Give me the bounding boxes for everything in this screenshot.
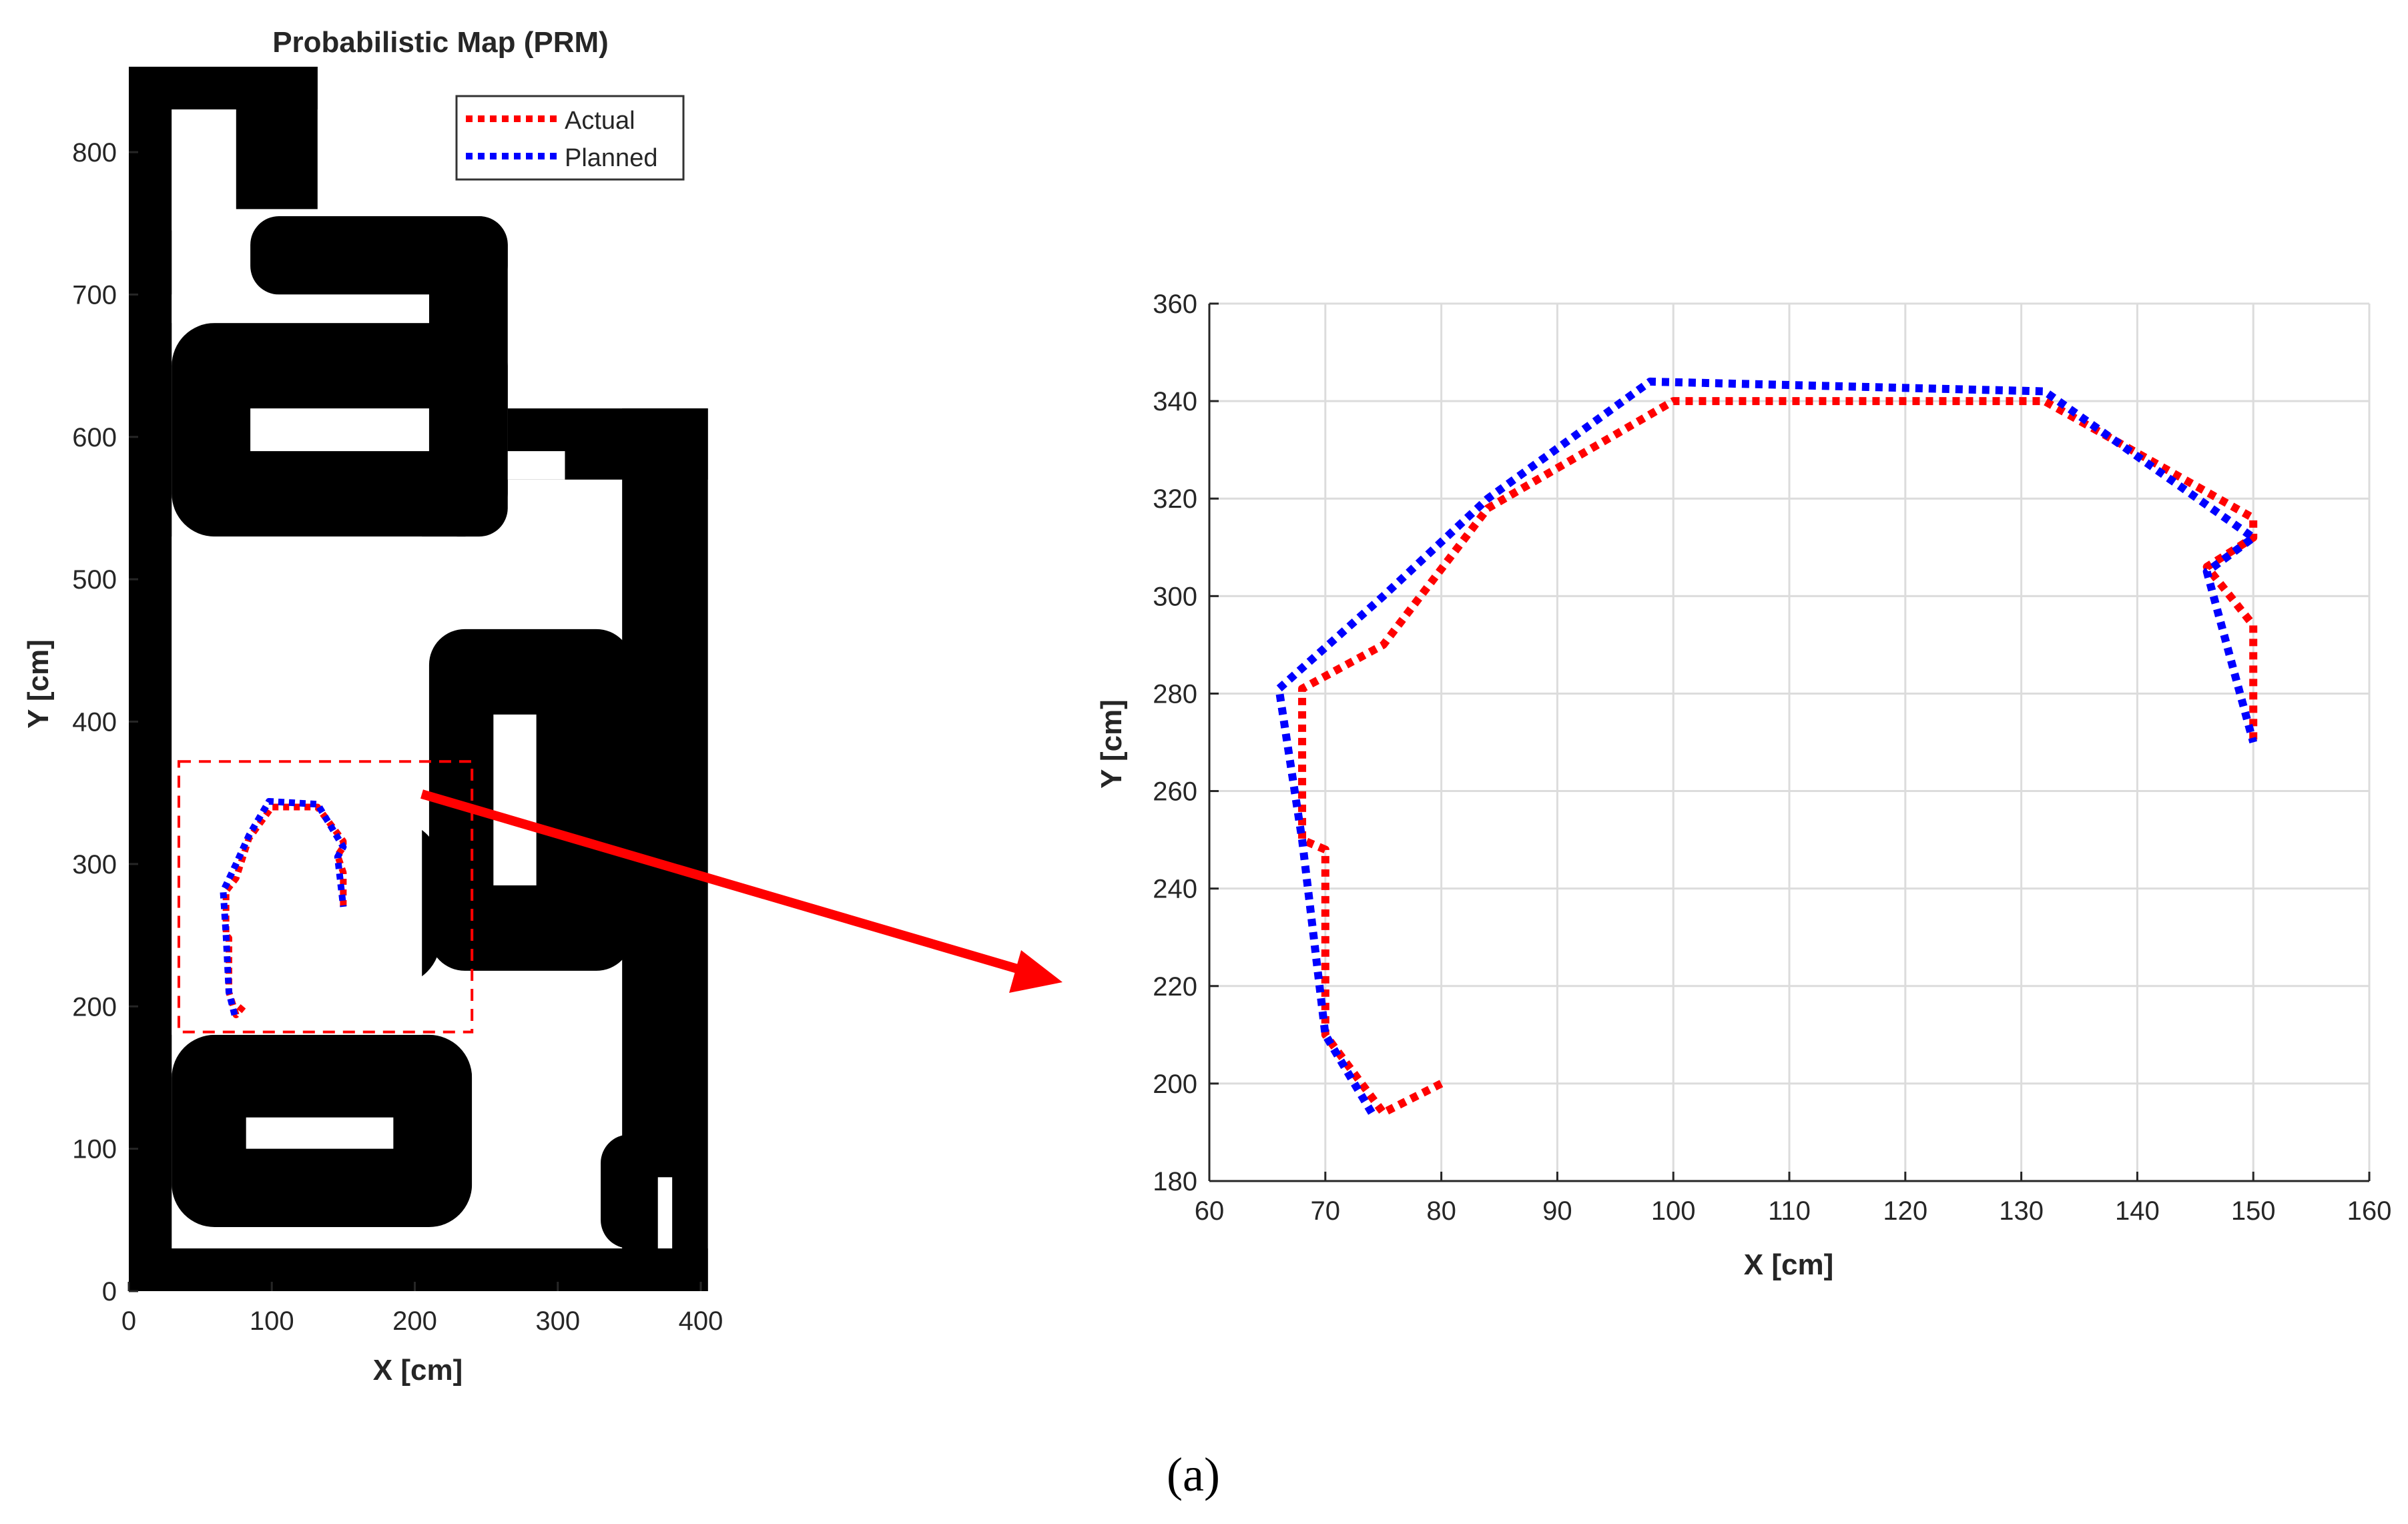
x-tick-label: 70 bbox=[1311, 1196, 1341, 1226]
obstacle-3 bbox=[236, 67, 318, 210]
x-tick-label: 140 bbox=[2115, 1196, 2160, 1226]
y-tick-label: 240 bbox=[1153, 875, 1197, 904]
x-tick-label: 200 bbox=[392, 1306, 437, 1336]
y-tick-label: 500 bbox=[72, 565, 117, 595]
y-tick-label: 800 bbox=[72, 138, 117, 167]
y-tick-label: 220 bbox=[1153, 972, 1197, 1002]
free-space-3 bbox=[507, 451, 565, 480]
x-tick-labels: 60 70 80 90 100 110 120 130 140 150 160 bbox=[1195, 1196, 2392, 1226]
legend-label-planned: Planned bbox=[565, 144, 657, 172]
y-tick-label: 100 bbox=[72, 1135, 117, 1164]
path-series bbox=[220, 798, 347, 1019]
y-tick-labels: 0 100 200 300 400 500 600 700 800 bbox=[72, 138, 117, 1306]
free-space-2 bbox=[250, 408, 429, 452]
y-tick-label: 280 bbox=[1153, 679, 1197, 709]
x-tick-label: 150 bbox=[2231, 1196, 2276, 1226]
y-axis-label: Y [cm] bbox=[1095, 699, 1128, 789]
x-axis-label: X [cm] bbox=[373, 1354, 463, 1387]
x-tick-label: 400 bbox=[679, 1306, 723, 1336]
zoom-region-box bbox=[177, 760, 474, 1034]
free-space-1 bbox=[172, 294, 429, 324]
y-tick-label: 400 bbox=[72, 708, 117, 737]
path-series bbox=[1275, 377, 2258, 1117]
y-tick-label: 260 bbox=[1153, 777, 1197, 807]
x-tick-labels: 0 100 200 300 400 bbox=[121, 1306, 723, 1336]
figure-caption: (a) bbox=[1167, 1448, 1220, 1501]
zoom-arrow bbox=[420, 789, 1063, 993]
y-tick-label: 360 bbox=[1153, 290, 1197, 319]
y-tick-label: 320 bbox=[1153, 484, 1197, 514]
legend: Actual Planned bbox=[455, 95, 685, 181]
y-tick-label: 200 bbox=[1153, 1070, 1197, 1099]
series-planned-line bbox=[1275, 377, 2258, 1115]
y-axis-label: Y [cm] bbox=[22, 639, 55, 729]
legend-box bbox=[455, 95, 685, 181]
y-tick-label: 0 bbox=[102, 1277, 117, 1306]
y-tick-label: 600 bbox=[72, 423, 117, 452]
obstacle-13 bbox=[601, 1134, 658, 1248]
x-tick-label: 110 bbox=[1768, 1196, 1811, 1226]
free-space-7 bbox=[472, 1034, 601, 1248]
obstacle-1 bbox=[129, 67, 172, 1291]
y-tick-labels: 180 200 220 240 260 280 300 320 340 360 bbox=[1153, 290, 1197, 1196]
y-tick-label: 300 bbox=[1153, 582, 1197, 611]
zoom-box-rect bbox=[177, 760, 474, 1034]
x-axis-label: X [cm] bbox=[1744, 1248, 1833, 1281]
chart-title: Probabilistic Map (PRM) bbox=[272, 26, 609, 59]
zoom-trajectory-chart: 60 70 80 90 100 110 120 130 140 150 160 180 200 220 2… bbox=[1095, 290, 2391, 1281]
x-tick-label: 160 bbox=[2347, 1196, 2392, 1226]
free-space-6 bbox=[246, 1117, 394, 1149]
free-space-8 bbox=[657, 1177, 673, 1248]
series-planned-line bbox=[220, 798, 347, 1016]
x-tick-label: 120 bbox=[1883, 1196, 1927, 1226]
axes bbox=[1208, 302, 2371, 1182]
y-tick-label: 700 bbox=[72, 280, 117, 310]
prm-map-chart: Probabilistic Map (PRM) 0 100 200 300 400 0 1… bbox=[22, 26, 723, 1387]
y-tick-label: 340 bbox=[1153, 387, 1197, 416]
free-space-5 bbox=[493, 714, 537, 885]
obstacle-0 bbox=[129, 1248, 708, 1291]
x-tick-label: 100 bbox=[250, 1306, 294, 1336]
x-tick-label: 60 bbox=[1195, 1196, 1225, 1226]
grid bbox=[1208, 302, 2371, 1182]
y-tick-label: 200 bbox=[72, 992, 117, 1022]
free-space-4 bbox=[172, 536, 422, 1035]
legend-label-actual: Actual bbox=[565, 107, 635, 135]
x-tick-label: 0 bbox=[121, 1306, 136, 1336]
x-tick-label: 90 bbox=[1542, 1196, 1572, 1226]
y-tick-label: 180 bbox=[1153, 1167, 1197, 1196]
x-tick-label: 100 bbox=[1651, 1196, 1696, 1226]
y-tick-label: 300 bbox=[72, 850, 117, 879]
axes bbox=[127, 151, 702, 1292]
obstacle-map bbox=[129, 67, 708, 1291]
x-tick-label: 300 bbox=[535, 1306, 580, 1336]
x-tick-label: 80 bbox=[1426, 1196, 1456, 1226]
free-space-0 bbox=[172, 109, 236, 231]
x-tick-label: 130 bbox=[1999, 1196, 2044, 1226]
